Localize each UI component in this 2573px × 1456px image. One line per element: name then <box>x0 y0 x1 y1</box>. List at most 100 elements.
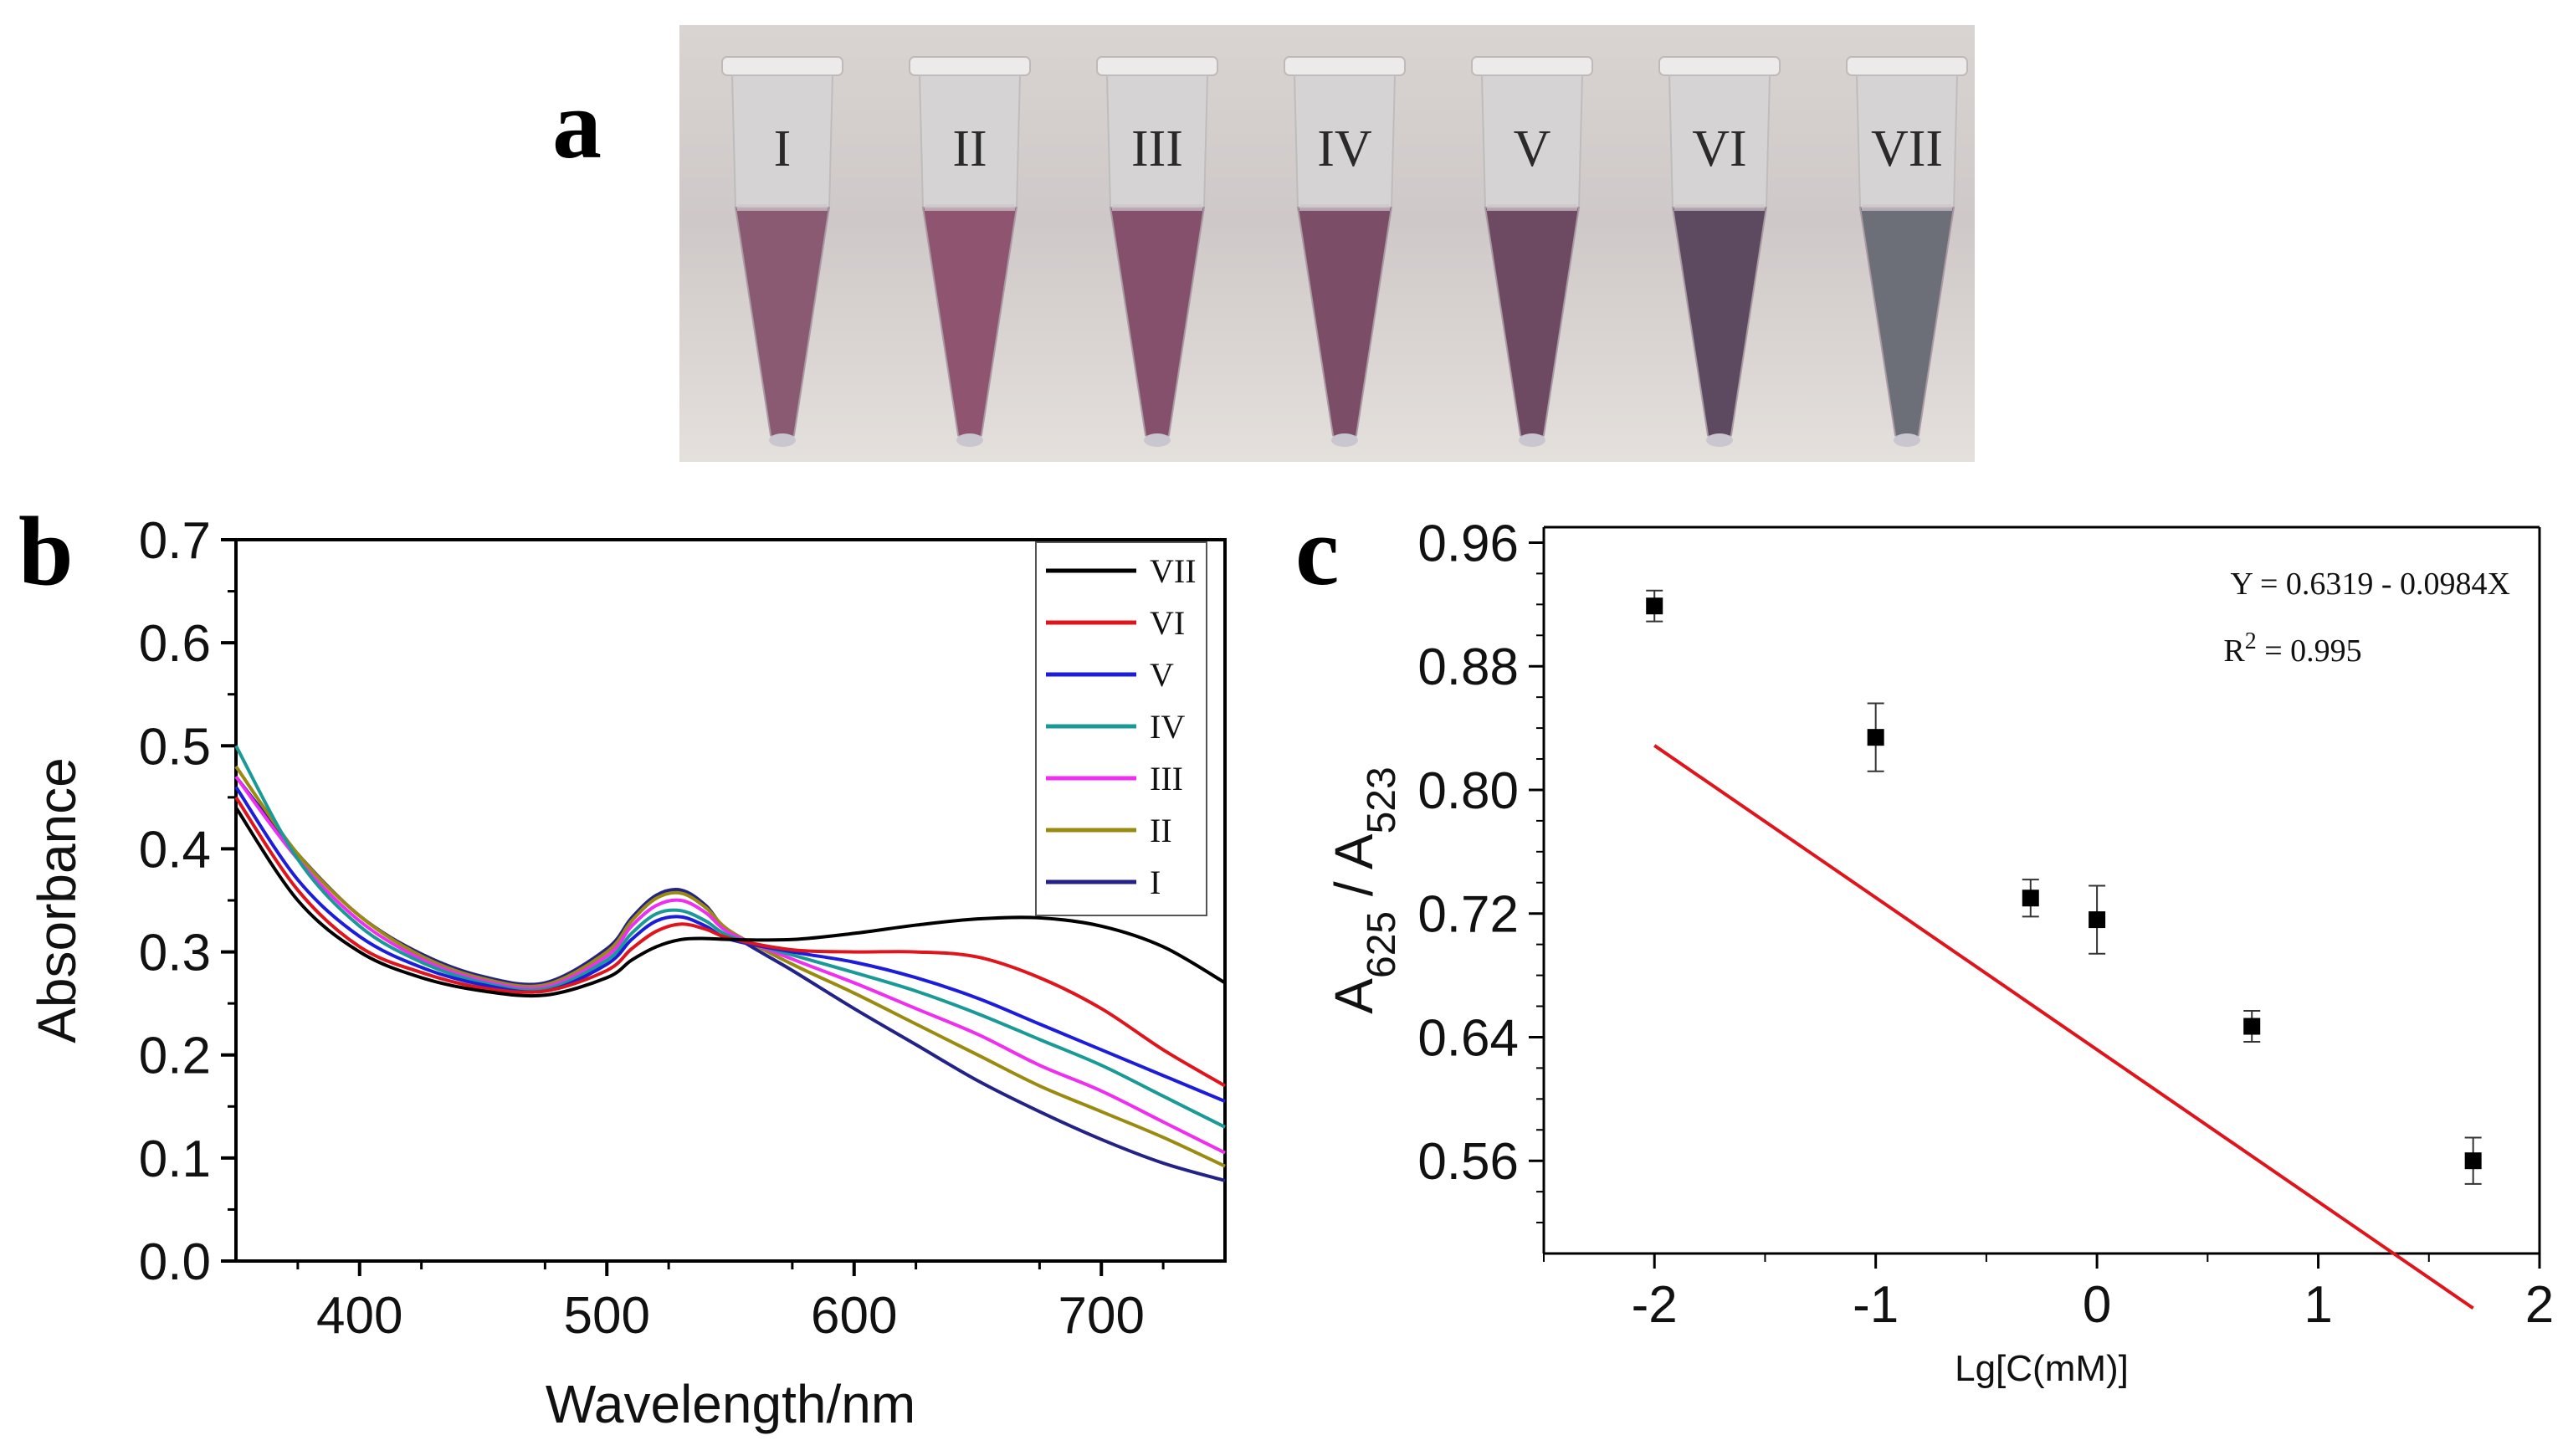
tube: II <box>909 56 1031 447</box>
tube: IV <box>1284 56 1406 447</box>
tube-tip <box>769 433 796 447</box>
tube-label: III <box>1131 120 1183 177</box>
tube-rim <box>1471 56 1593 76</box>
tube-rim <box>1096 56 1218 76</box>
y-tick-label: 0.0 <box>139 1233 211 1291</box>
tube-rim <box>1658 56 1781 76</box>
y-tick-label: 0.64 <box>1417 1009 1519 1067</box>
panel-label-b: b <box>18 496 74 606</box>
y-tick-label: 0.96 <box>1417 515 1519 572</box>
legend-box <box>1035 541 1207 916</box>
x-tick-label: 600 <box>811 1287 897 1345</box>
ylabel-a1: A <box>1324 978 1384 1014</box>
series-line-I <box>234 775 1226 1182</box>
series-line-VII <box>234 807 1227 998</box>
tube-rim <box>909 56 1031 76</box>
chart-c: 0.56 0.64 0.72 0.80 0.88 0.96 -2 -1 0 1 2 Y = 0.63… <box>1324 515 2554 1389</box>
x-tick-label: 400 <box>316 1287 402 1345</box>
tube-meniscus <box>1299 204 1390 211</box>
data-point <box>2243 1018 2261 1035</box>
tube-meniscus <box>1674 204 1765 211</box>
tube: VII <box>1846 56 1968 447</box>
chart-c-xlabel: Lg[C(mM)] <box>1955 1348 2129 1389</box>
ylabel-sub1: 625 <box>1360 911 1404 978</box>
x-tick-label: 1 <box>2304 1276 2332 1334</box>
tube-label: VII <box>1871 120 1943 177</box>
series-line-V <box>234 786 1226 1103</box>
legend-label: III <box>1150 760 1183 797</box>
legend-label: II <box>1150 812 1172 849</box>
tube-meniscus <box>1112 204 1202 211</box>
series-line-IV <box>234 745 1226 1129</box>
y-tick-label: 0.88 <box>1417 638 1519 696</box>
legend-label: VII <box>1150 552 1197 590</box>
tube: V <box>1471 56 1593 447</box>
series-line-III <box>234 776 1226 1155</box>
tube-meniscus <box>737 204 828 211</box>
y-tick-label: 0.3 <box>139 925 211 982</box>
tube-label: II <box>952 120 987 177</box>
ylabel-sub2: 523 <box>1360 766 1404 833</box>
data-point <box>2089 911 2106 929</box>
legend-label: VI <box>1150 604 1185 642</box>
panel-label-c: c <box>1295 496 1339 606</box>
tube-label: I <box>774 120 792 177</box>
data-point <box>1646 597 1663 615</box>
chart-c-ylabel: A625 / A523 <box>1324 766 1404 1013</box>
tube-meniscus <box>1862 204 1952 211</box>
x-tick-label: 0 <box>2083 1276 2111 1334</box>
r2-prefix: R <box>2223 633 2245 669</box>
y-tick-label: 0.80 <box>1417 762 1519 820</box>
tube-rim <box>1846 56 1968 76</box>
tube: VI <box>1658 56 1781 447</box>
tube: III <box>1096 56 1218 447</box>
r2-sup: 2 <box>2245 628 2257 654</box>
series-line-II <box>234 765 1226 1168</box>
x-tick-label: 700 <box>1058 1287 1145 1345</box>
tube-tip <box>1144 433 1171 447</box>
y-tick-label: 0.2 <box>139 1028 211 1085</box>
x-tick-label: 500 <box>564 1287 650 1345</box>
tube-tip <box>1331 433 1358 447</box>
y-tick-label: 0.7 <box>139 512 211 570</box>
tube-label: VI <box>1692 120 1746 177</box>
y-tick-label: 0.56 <box>1417 1133 1519 1191</box>
tube-meniscus <box>925 204 1015 211</box>
chart-c-equation: Y = 0.6319 - 0.0984X <box>2230 567 2510 602</box>
tube-tip <box>1519 433 1545 447</box>
tube-tip <box>1894 433 1920 447</box>
legend-label: V <box>1150 656 1174 694</box>
legend-label: I <box>1150 864 1161 901</box>
panel-label-a: a <box>552 69 602 179</box>
tube-label: V <box>1514 120 1551 177</box>
fit-line <box>1653 744 2474 1310</box>
x-tick-label: -2 <box>1632 1276 1678 1334</box>
tube-meniscus <box>1487 204 1577 211</box>
legend-label: IV <box>1150 708 1185 746</box>
y-tick-label: 0.6 <box>139 615 211 673</box>
ylabel-sep: / A <box>1324 833 1384 911</box>
data-point <box>2464 1152 2482 1170</box>
r2-suffix: = 0.995 <box>2257 633 2362 669</box>
tube: I <box>721 56 843 447</box>
x-tick-label: 2 <box>2525 1276 2554 1334</box>
series-line-VI <box>234 796 1227 1088</box>
y-tick-label: 0.72 <box>1417 886 1519 944</box>
chart-c-r-squared: R2 = 0.995 <box>2223 628 2361 669</box>
tube-rim <box>1284 56 1406 76</box>
tubes-photo: I II III IV V VI VII <box>679 25 1975 462</box>
data-point <box>1867 729 1884 746</box>
tube-tip <box>956 433 983 447</box>
tube-tip <box>1706 433 1733 447</box>
tube-label: IV <box>1317 120 1372 177</box>
y-tick-label: 0.5 <box>139 718 211 776</box>
y-tick-label: 0.1 <box>139 1130 211 1188</box>
chart-b-ylabel: Absorbance <box>27 757 87 1043</box>
chart-b-xlabel: Wavelength/nm <box>546 1374 915 1434</box>
tube-rim <box>721 56 843 76</box>
data-point <box>2022 889 2039 907</box>
y-tick-label: 0.4 <box>139 821 211 879</box>
